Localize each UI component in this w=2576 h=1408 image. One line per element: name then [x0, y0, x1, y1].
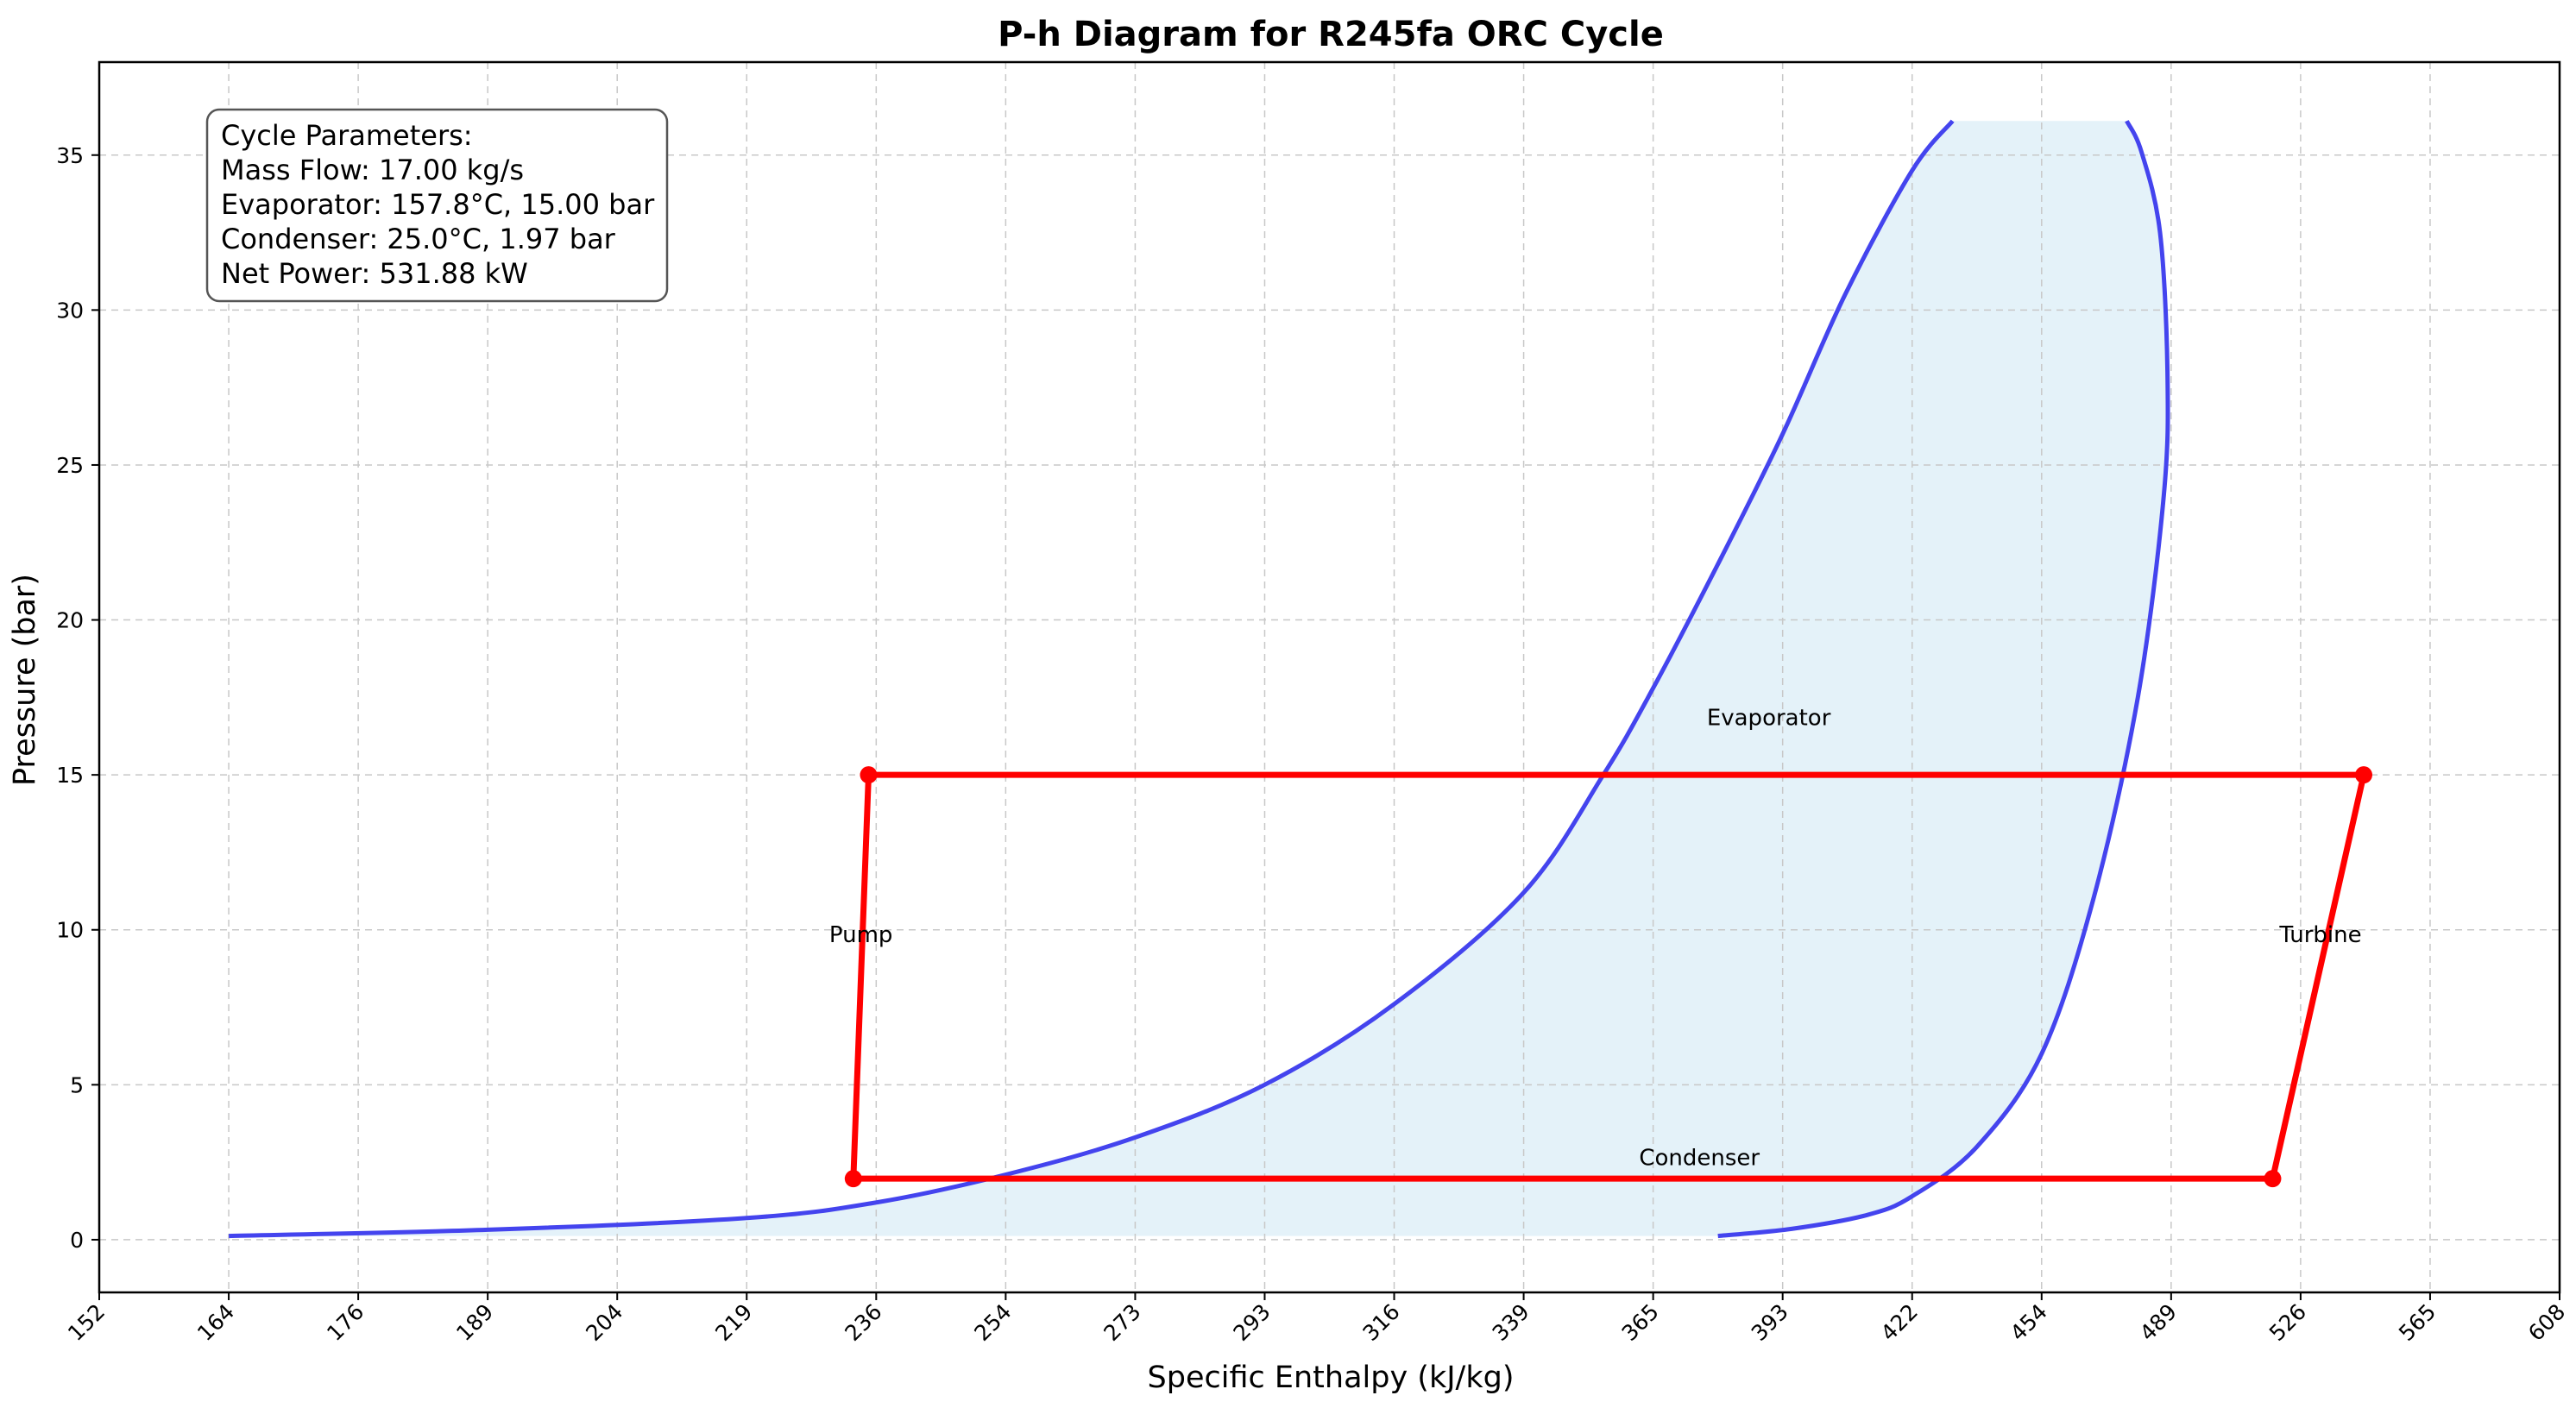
y-tick-label: 35: [56, 143, 84, 168]
info-line-condenser: Condenser: 25.0°C, 1.97 bar: [221, 223, 616, 255]
annotation-turbine: Turbine: [2278, 922, 2361, 948]
y-tick-label: 5: [70, 1072, 84, 1097]
cycle-state-point-2: [860, 766, 878, 784]
annotation-pump: Pump: [829, 922, 893, 948]
y-tick-label: 10: [56, 918, 84, 943]
axes-layer: [98, 60, 2561, 1294]
saturated-liquid-line: [229, 119, 1955, 1239]
y-tick-label: 0: [70, 1228, 84, 1253]
info-line-title: Cycle Parameters:: [221, 119, 473, 152]
pump-line: [850, 771, 872, 1182]
info-line-net-power: Net Power: 531.88 kW: [221, 257, 528, 290]
y-tick-label: 20: [56, 608, 84, 633]
plot-frame: [98, 60, 2561, 1294]
y-tick-label: 15: [56, 763, 84, 788]
info-line-mass-flow: Mass Flow: 17.00 kg/s: [221, 154, 524, 186]
y-tick-label: 30: [56, 298, 84, 323]
cycle-layer: [844, 766, 2372, 1188]
cycle-state-point-4: [2264, 1170, 2282, 1188]
x-axis-label: Specific Enthalpy (kJ/kg): [1148, 1361, 1515, 1395]
chart-title: P-h Diagram for R245fa ORC Cycle: [998, 15, 1664, 54]
dome-fill-layer: [229, 121, 2169, 1236]
turbine-line: [2269, 771, 2367, 1182]
annotation-evaporator: Evaporator: [1707, 706, 1831, 732]
saturation-dome-fill: [229, 121, 2169, 1236]
annotation-layer: Pump Evaporator Turbine Condenser: [829, 706, 2362, 1172]
cycle-state-point-1: [844, 1170, 862, 1188]
y-tick-label: 25: [56, 453, 84, 478]
y-axis-label: Pressure (bar): [8, 574, 42, 786]
cycle-state-point-3: [2354, 766, 2372, 784]
cycle-parameters-box: Cycle Parameters: Mass Flow: 17.00 kg/s …: [205, 108, 669, 303]
info-box-frame: [205, 108, 669, 303]
info-line-evaporator: Evaporator: 157.8°C, 15.00 bar: [221, 188, 655, 221]
saturated-vapor-line: [1717, 120, 2170, 1239]
saturation-dome-layer: [229, 119, 2170, 1239]
annotation-condenser: Condenser: [1639, 1146, 1760, 1172]
